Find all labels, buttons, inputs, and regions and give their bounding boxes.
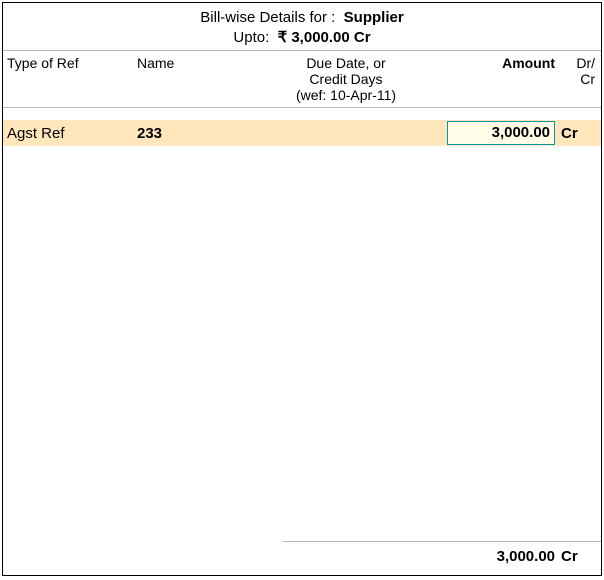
row-name[interactable]: 233 xyxy=(137,125,247,142)
due-line1: Due Date, or xyxy=(247,55,445,71)
due-line2: Credit Days xyxy=(247,71,445,87)
title-label: Bill-wise Details for : xyxy=(200,9,335,26)
total-amount: 3,000.00 xyxy=(445,548,555,565)
due-line3: (wef: 10-Apr-11) xyxy=(247,87,445,103)
title-line-1: Bill-wise Details for : Supplier xyxy=(3,9,601,26)
col-header-drcr: Dr/ Cr xyxy=(555,55,597,103)
title-area: Bill-wise Details for : Supplier Upto: ₹… xyxy=(3,3,601,50)
upto-value: ₹ 3,000.00 Cr xyxy=(278,29,371,46)
billwise-window: Bill-wise Details for : Supplier Upto: ₹… xyxy=(2,2,602,576)
empty-area xyxy=(3,146,601,541)
spacer xyxy=(3,108,601,120)
drcr-line1: Dr/ xyxy=(555,55,595,71)
drcr-line2: Cr xyxy=(555,71,595,87)
col-header-name: Name xyxy=(137,55,247,103)
total-row: 3,000.00 Cr xyxy=(283,541,601,575)
row-amount-wrap[interactable]: 3,000.00 xyxy=(445,121,555,145)
col-header-due: Due Date, or Credit Days (wef: 10-Apr-11… xyxy=(247,55,445,103)
title-party: Supplier xyxy=(344,9,404,26)
row-amount-input[interactable]: 3,000.00 xyxy=(447,121,555,145)
title-line-2: Upto: ₹ 3,000.00 Cr xyxy=(3,26,601,46)
row-drcr[interactable]: Cr xyxy=(555,125,597,142)
column-header-row: Type of Ref Name Due Date, or Credit Day… xyxy=(3,50,601,108)
row-type[interactable]: Agst Ref xyxy=(7,125,137,142)
col-header-type: Type of Ref xyxy=(7,55,137,103)
bill-row[interactable]: Agst Ref 233 3,000.00 Cr xyxy=(3,120,601,146)
total-drcr: Cr xyxy=(555,548,597,565)
upto-label: Upto: xyxy=(233,29,269,46)
col-header-amount: Amount xyxy=(445,55,555,103)
